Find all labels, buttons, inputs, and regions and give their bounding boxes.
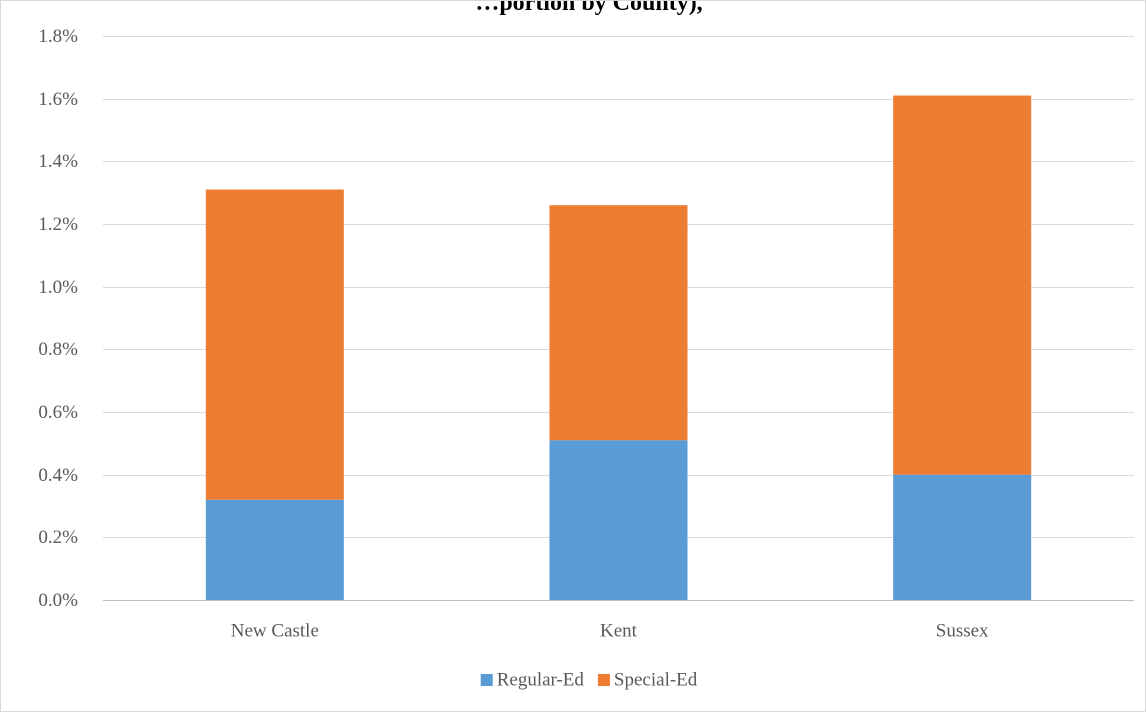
legend-label: Special-Ed (614, 670, 698, 691)
y-tick-label: 0.0% (38, 590, 78, 611)
bar-regular-ed (893, 474, 1032, 600)
bar-special-ed (549, 205, 688, 441)
y-tick-label: 1.2% (38, 214, 78, 235)
x-axis-labels: New Castle Kent Sussex (231, 621, 989, 642)
legend-swatch (597, 674, 610, 686)
y-tick-label: 1.6% (38, 89, 78, 110)
legend: Regular-Ed Special-Ed (480, 670, 698, 691)
y-tick-label: 1.4% (38, 151, 78, 172)
bar-special-ed (205, 189, 344, 500)
legend-swatch (480, 674, 493, 686)
y-tick-label: 0.4% (38, 465, 78, 486)
y-tick-label: 1.0% (38, 277, 78, 298)
y-axis-labels: 0.0% 0.2% 0.4% 0.6% 0.8% 1.0% 1.2% 1.4% 1.6% 1.8% (38, 26, 78, 611)
y-tick-label: 0.8% (38, 339, 78, 360)
legend-label: Regular-Ed (497, 670, 585, 691)
y-tick-label: 1.8% (38, 26, 78, 47)
bar-special-ed (893, 95, 1032, 475)
bar-regular-ed (549, 440, 688, 600)
bar-regular-ed (205, 499, 344, 600)
x-tick-label: New Castle (231, 621, 319, 642)
y-tick-label: 0.6% (38, 402, 78, 423)
x-tick-label: Kent (600, 621, 638, 642)
y-tick-label: 0.2% (38, 527, 78, 548)
x-tick-label: Sussex (936, 621, 989, 642)
bars (205, 95, 1032, 600)
chart-title: …portion by County), (475, 1, 702, 16)
